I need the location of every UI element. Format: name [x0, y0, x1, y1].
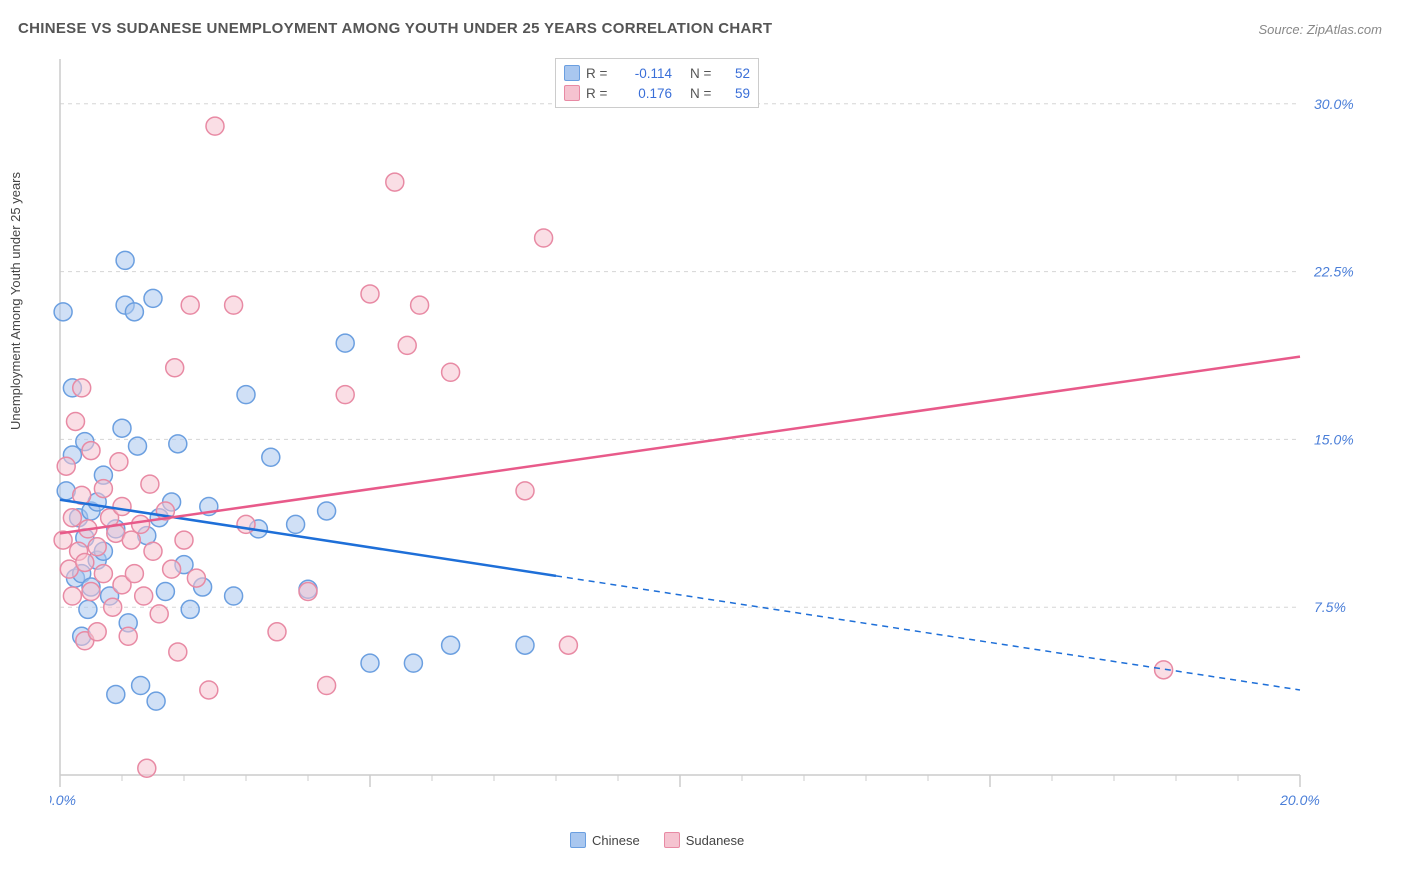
legend-series: Chinese Sudanese	[570, 832, 744, 848]
legend-correlation: R = -0.114 N = 52 R = 0.176 N = 59	[555, 58, 759, 108]
svg-text:30.0%: 30.0%	[1314, 96, 1354, 112]
svg-text:7.5%: 7.5%	[1314, 599, 1346, 615]
r-value-chinese: -0.114	[620, 66, 672, 81]
chart-container: CHINESE VS SUDANESE UNEMPLOYMENT AMONG Y…	[0, 0, 1406, 892]
legend-row-chinese: R = -0.114 N = 52	[564, 63, 750, 83]
svg-text:0.0%: 0.0%	[50, 792, 76, 808]
n-value-sudanese: 59	[726, 86, 750, 101]
legend-item-chinese: Chinese	[570, 832, 640, 848]
svg-text:22.5%: 22.5%	[1313, 264, 1354, 280]
swatch-sudanese	[664, 832, 680, 848]
n-label: N =	[690, 66, 720, 81]
legend-label-sudanese: Sudanese	[686, 833, 745, 848]
svg-text:15.0%: 15.0%	[1314, 431, 1354, 447]
swatch-chinese	[570, 832, 586, 848]
legend-label-chinese: Chinese	[592, 833, 640, 848]
y-axis-title: Unemployment Among Youth under 25 years	[8, 172, 23, 430]
svg-text:20.0%: 20.0%	[1279, 792, 1320, 808]
r-value-sudanese: 0.176	[620, 86, 672, 101]
legend-row-sudanese: R = 0.176 N = 59	[564, 83, 750, 103]
chart-title: CHINESE VS SUDANESE UNEMPLOYMENT AMONG Y…	[18, 20, 772, 37]
r-label: R =	[586, 66, 614, 81]
source-name: ZipAtlas.com	[1307, 22, 1382, 37]
source-attribution: Source: ZipAtlas.com	[1258, 22, 1382, 37]
scatter-plot: 7.5% 15.0% 22.5% 30.0% 0.0% 20.0%	[50, 55, 1370, 815]
source-prefix: Source:	[1258, 22, 1306, 37]
n-label: N =	[690, 86, 720, 101]
legend-item-sudanese: Sudanese	[664, 832, 745, 848]
n-value-chinese: 52	[726, 66, 750, 81]
r-label: R =	[586, 86, 614, 101]
swatch-sudanese	[564, 85, 580, 101]
swatch-chinese	[564, 65, 580, 81]
